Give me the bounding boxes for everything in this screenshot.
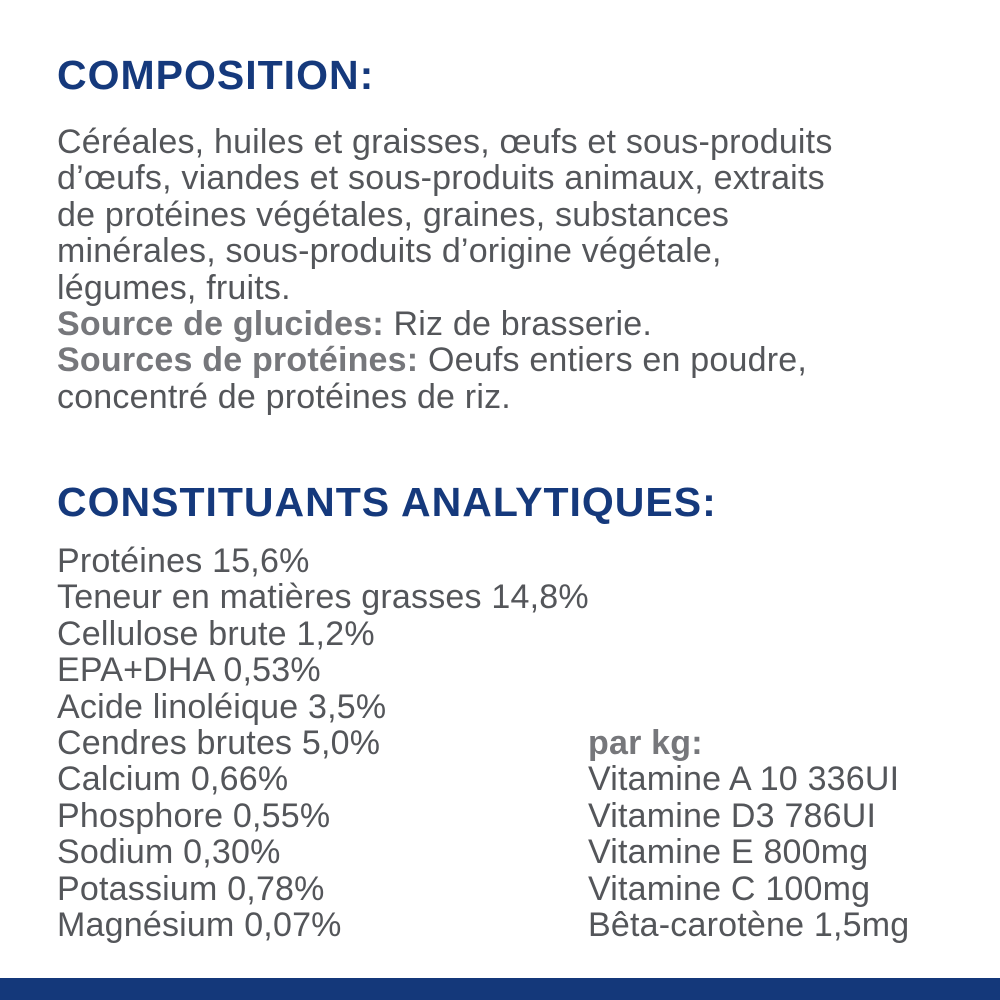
protein-source-value: Oeufs entiers en poudre, <box>427 341 808 380</box>
vitamin-name: Vitamine C <box>588 869 756 908</box>
nutrient-name: Calcium <box>57 760 182 799</box>
nutrient-row: Phosphore 0,55% <box>57 798 589 834</box>
protein-source-line: Sources de protéines: Oeufs entiers en p… <box>57 342 833 378</box>
nutrient-row: Teneur en matières grasses 14,8% <box>57 579 589 615</box>
nutrient-row: Cellulose brute 1,2% <box>57 616 589 652</box>
protein-source-label: Sources de protéines: <box>57 341 419 380</box>
ingredients-line: de protéines végétales, graines, substan… <box>57 195 730 234</box>
nutrient-name: EPA+DHA <box>57 651 214 690</box>
vitamin-row: Vitamine A 10 336UI <box>588 761 909 797</box>
vitamin-value: 786UI <box>784 796 877 835</box>
vitamin-name: Vitamine D3 <box>588 796 775 835</box>
nutrient-name: Teneur en matières grasses <box>57 578 482 617</box>
nutrient-value: 0,07% <box>244 905 342 944</box>
vitamin-name: Vitamine A <box>588 760 751 799</box>
vitamin-row: Vitamine E 800mg <box>588 834 909 870</box>
nutrient-value: 0,78% <box>227 869 325 908</box>
ingredients-line: d’œufs, viandes et sous-produits animaux… <box>57 159 825 198</box>
ingredients-line: Céréales, huiles et graisses, œufs et so… <box>57 123 833 161</box>
vitamin-value: 1,5mg <box>813 905 910 944</box>
nutrient-name: Protéines <box>57 542 203 580</box>
nutrient-value: 14,8% <box>491 578 589 617</box>
nutrient-row: Protéines 15,6% <box>57 543 589 579</box>
nutrient-value: 3,5% <box>308 687 387 726</box>
ingredients-line: minérales, sous-produits d’origine végét… <box>57 232 722 271</box>
vitamin-value: 100mg <box>765 869 871 908</box>
nutrient-value: 0,30% <box>183 833 281 872</box>
composition-heading: COMPOSITION: <box>57 52 375 98</box>
vitamin-name: Bêta-carotène <box>588 905 805 944</box>
nutrient-name: Potassium <box>57 869 218 908</box>
nutrient-value: 15,6% <box>212 542 310 580</box>
nutrient-name: Phosphore <box>57 796 224 835</box>
analytical-constituents-heading: CONSTITUANTS ANALYTIQUES: <box>57 479 717 525</box>
vitamin-value: 800mg <box>763 833 869 872</box>
vitamin-row: Bêta-carotène 1,5mg <box>588 907 909 943</box>
nutrient-name: Cendres brutes <box>57 723 293 762</box>
vitamin-row: Vitamine D3 786UI <box>588 798 909 834</box>
nutrient-value: 0,66% <box>190 760 289 799</box>
carbohydrate-source-label: Source de glucides: <box>57 304 384 343</box>
nutrient-value: 0,53% <box>223 651 321 690</box>
nutrient-row: Cendres brutes 5,0% <box>57 725 589 761</box>
ingredients-line: légumes, fruits. <box>57 268 291 307</box>
nutrient-row: Magnésium 0,07% <box>57 907 589 943</box>
nutrient-name: Acide linoléique <box>57 687 299 726</box>
nutrient-row: Acide linoléique 3,5% <box>57 687 589 726</box>
nutrient-row: EPA+DHA 0,53% <box>57 652 589 688</box>
per-kg-heading: par kg: <box>588 724 703 762</box>
composition-paragraph: Céréales, huiles et graisses, œufs et so… <box>57 123 833 416</box>
carbohydrate-source-line: Source de glucides: Riz de brasserie. <box>57 306 833 342</box>
footer-bar <box>0 978 1000 1000</box>
protein-source-continuation: concentré de protéines de riz. <box>57 377 511 416</box>
nutrient-value: 1,2% <box>296 614 375 653</box>
nutrient-name: Cellulose brute <box>57 614 287 653</box>
nutrient-row: Sodium 0,30% <box>57 834 589 870</box>
nutrient-row: Potassium 0,78% <box>57 869 589 908</box>
carbohydrate-source-value: Riz de brasserie. <box>393 304 653 343</box>
vitamin-row: Vitamine C 100mg <box>588 869 909 908</box>
nutrient-name: Magnésium <box>57 905 235 944</box>
vitamin-name: Vitamine E <box>588 833 754 872</box>
nutrient-value: 5,0% <box>301 723 381 762</box>
nutrient-value: 0,55% <box>232 796 331 835</box>
per-kg-column: par kg: Vitamine A 10 336UI Vitamine D3 … <box>588 724 909 944</box>
nutrient-row: Calcium 0,66% <box>57 761 589 797</box>
vitamin-value: 10 336UI <box>759 760 900 799</box>
nutrient-list: Protéines 15,6% Teneur en matières grass… <box>57 543 589 943</box>
nutrient-name: Sodium <box>57 833 174 872</box>
